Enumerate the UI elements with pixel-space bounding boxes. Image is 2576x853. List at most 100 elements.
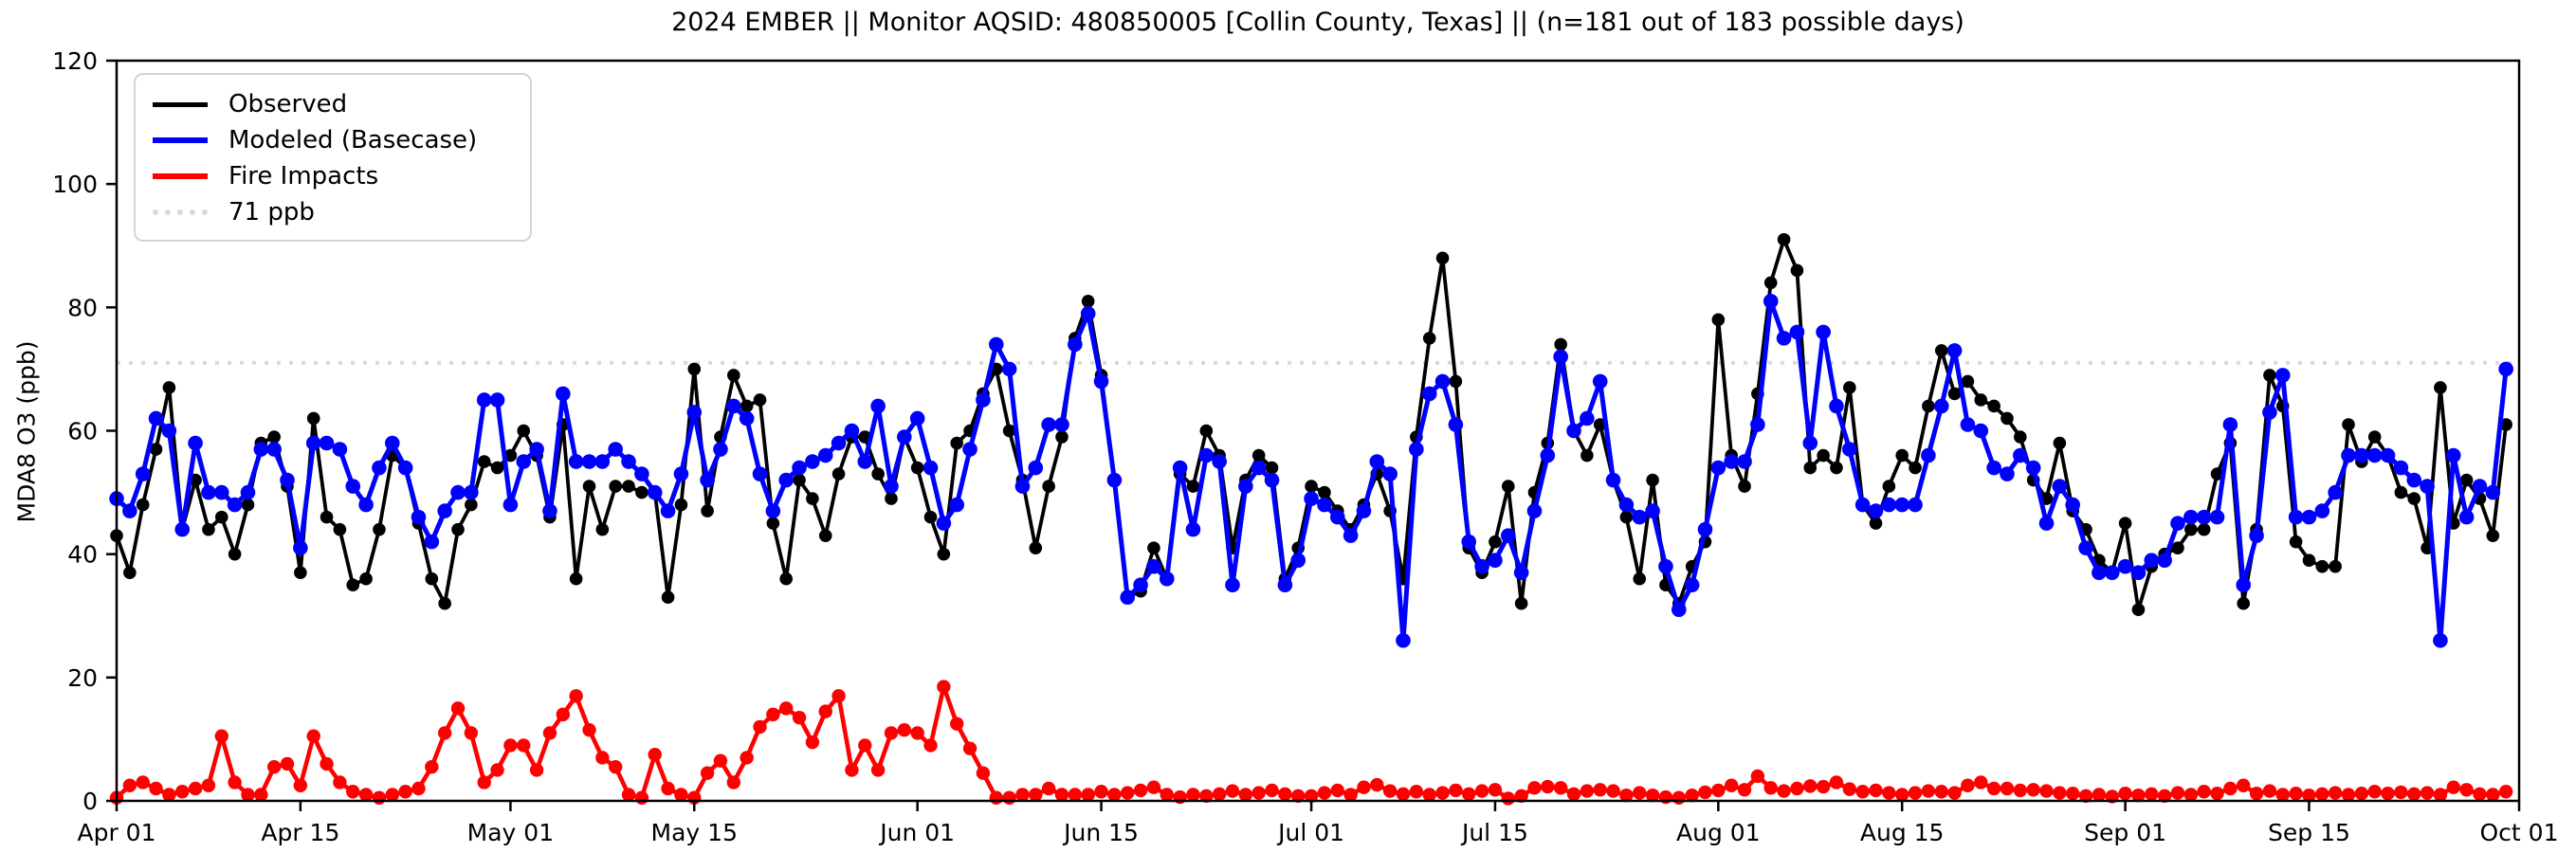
data-point: [1357, 780, 1371, 794]
data-point: [1028, 460, 1044, 476]
data-point: [1960, 417, 1976, 432]
x-tick-label: May 01: [467, 819, 554, 846]
data-point: [293, 778, 308, 792]
data-point: [2341, 447, 2356, 463]
data-point: [1290, 553, 1306, 568]
data-point: [517, 424, 531, 438]
data-point: [1554, 337, 1567, 352]
data-point: [674, 498, 688, 512]
data-point: [1501, 480, 1515, 493]
data-point: [1829, 398, 1844, 414]
data-point: [1711, 313, 1726, 327]
data-point: [1409, 785, 1424, 799]
data-point: [1186, 788, 1200, 802]
data-point: [2078, 789, 2093, 803]
data-point: [333, 522, 347, 536]
data-point: [306, 729, 320, 743]
data-point: [228, 775, 242, 789]
modeled-line-swatch-icon: [153, 137, 208, 143]
data-point: [1868, 503, 1884, 518]
data-point: [1448, 417, 1464, 432]
data-point: [2025, 460, 2041, 476]
data-point: [1750, 769, 1765, 784]
data-point: [581, 454, 597, 469]
data-point: [1946, 343, 1963, 358]
data-point: [437, 726, 452, 740]
data-point: [174, 521, 191, 537]
data-point: [2289, 535, 2303, 549]
x-tick-label: Jul 01: [1276, 819, 1344, 846]
data-point: [1198, 447, 1215, 463]
data-point: [2301, 509, 2317, 525]
data-point: [2315, 787, 2329, 802]
data-point: [1264, 472, 1280, 488]
data-point: [1159, 571, 1175, 587]
data-point: [2157, 553, 2172, 568]
data-point: [701, 504, 714, 517]
data-point: [1882, 786, 1896, 800]
data-point: [1199, 789, 1214, 803]
data-point: [1947, 786, 1962, 800]
data-point: [358, 497, 374, 513]
data-point: [1304, 789, 1319, 803]
data-point: [2498, 361, 2513, 377]
data-point: [1382, 784, 1398, 798]
data-point: [1553, 781, 1568, 795]
data-point: [1842, 442, 1857, 457]
data-point: [1068, 336, 1083, 353]
data-point: [214, 729, 228, 743]
data-point: [188, 435, 203, 451]
data-point: [1633, 786, 1647, 800]
x-tick-label: Sep 01: [2084, 819, 2166, 846]
data-point: [2328, 786, 2343, 800]
data-point: [1697, 521, 1713, 537]
data-point: [660, 503, 676, 518]
data-point: [1842, 782, 1857, 796]
data-point: [2104, 565, 2120, 580]
data-point: [1265, 461, 1279, 475]
data-point: [1894, 788, 1909, 802]
data-point: [569, 572, 583, 586]
data-point: [477, 455, 491, 468]
data-point: [2118, 786, 2132, 801]
data-point: [2209, 509, 2225, 525]
data-point: [884, 726, 899, 740]
data-point: [2342, 418, 2355, 431]
data-point: [464, 484, 479, 500]
data-point: [818, 529, 832, 542]
data-point: [1710, 460, 1726, 476]
data-point: [359, 572, 373, 586]
data-point: [1461, 534, 1477, 550]
data-point: [489, 392, 505, 408]
data-point: [1488, 553, 1503, 568]
data-point: [1093, 373, 1109, 390]
data-point: [306, 411, 320, 426]
legend-item-fire-impacts: Fire Impacts: [136, 158, 530, 194]
data-point: [358, 788, 374, 802]
data-point: [2171, 541, 2184, 554]
data-point: [1829, 775, 1844, 789]
data-point: [2130, 565, 2147, 580]
data-point: [1185, 521, 1201, 537]
data-point: [2446, 780, 2460, 794]
data-point: [1933, 398, 1949, 414]
data-point: [1869, 517, 1883, 530]
y-tick-label: 100: [52, 171, 98, 198]
data-point: [2394, 785, 2408, 800]
data-point: [1120, 590, 1136, 606]
data-point: [2249, 528, 2264, 543]
data-point: [450, 701, 466, 716]
data-point: [950, 436, 964, 450]
data-point: [1054, 788, 1069, 802]
data-point: [529, 763, 544, 777]
data-point: [1777, 784, 1791, 798]
data-point: [1646, 473, 1659, 487]
data-point: [1291, 789, 1306, 803]
data-point: [1737, 783, 1752, 797]
data-point: [294, 566, 307, 579]
data-point: [254, 788, 268, 802]
data-point: [2486, 788, 2500, 802]
data-point: [857, 454, 873, 469]
data-point: [2145, 787, 2159, 802]
